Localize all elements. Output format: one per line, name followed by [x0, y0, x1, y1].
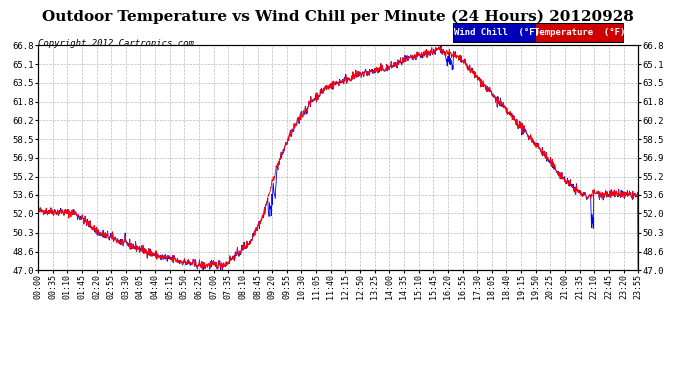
Text: Copyright 2012 Cartronics.com: Copyright 2012 Cartronics.com [38, 39, 194, 48]
Text: Temperature  (°F): Temperature (°F) [533, 28, 625, 37]
Text: Wind Chill  (°F): Wind Chill (°F) [454, 28, 540, 37]
Text: Outdoor Temperature vs Wind Chill per Minute (24 Hours) 20120928: Outdoor Temperature vs Wind Chill per Mi… [42, 10, 634, 24]
